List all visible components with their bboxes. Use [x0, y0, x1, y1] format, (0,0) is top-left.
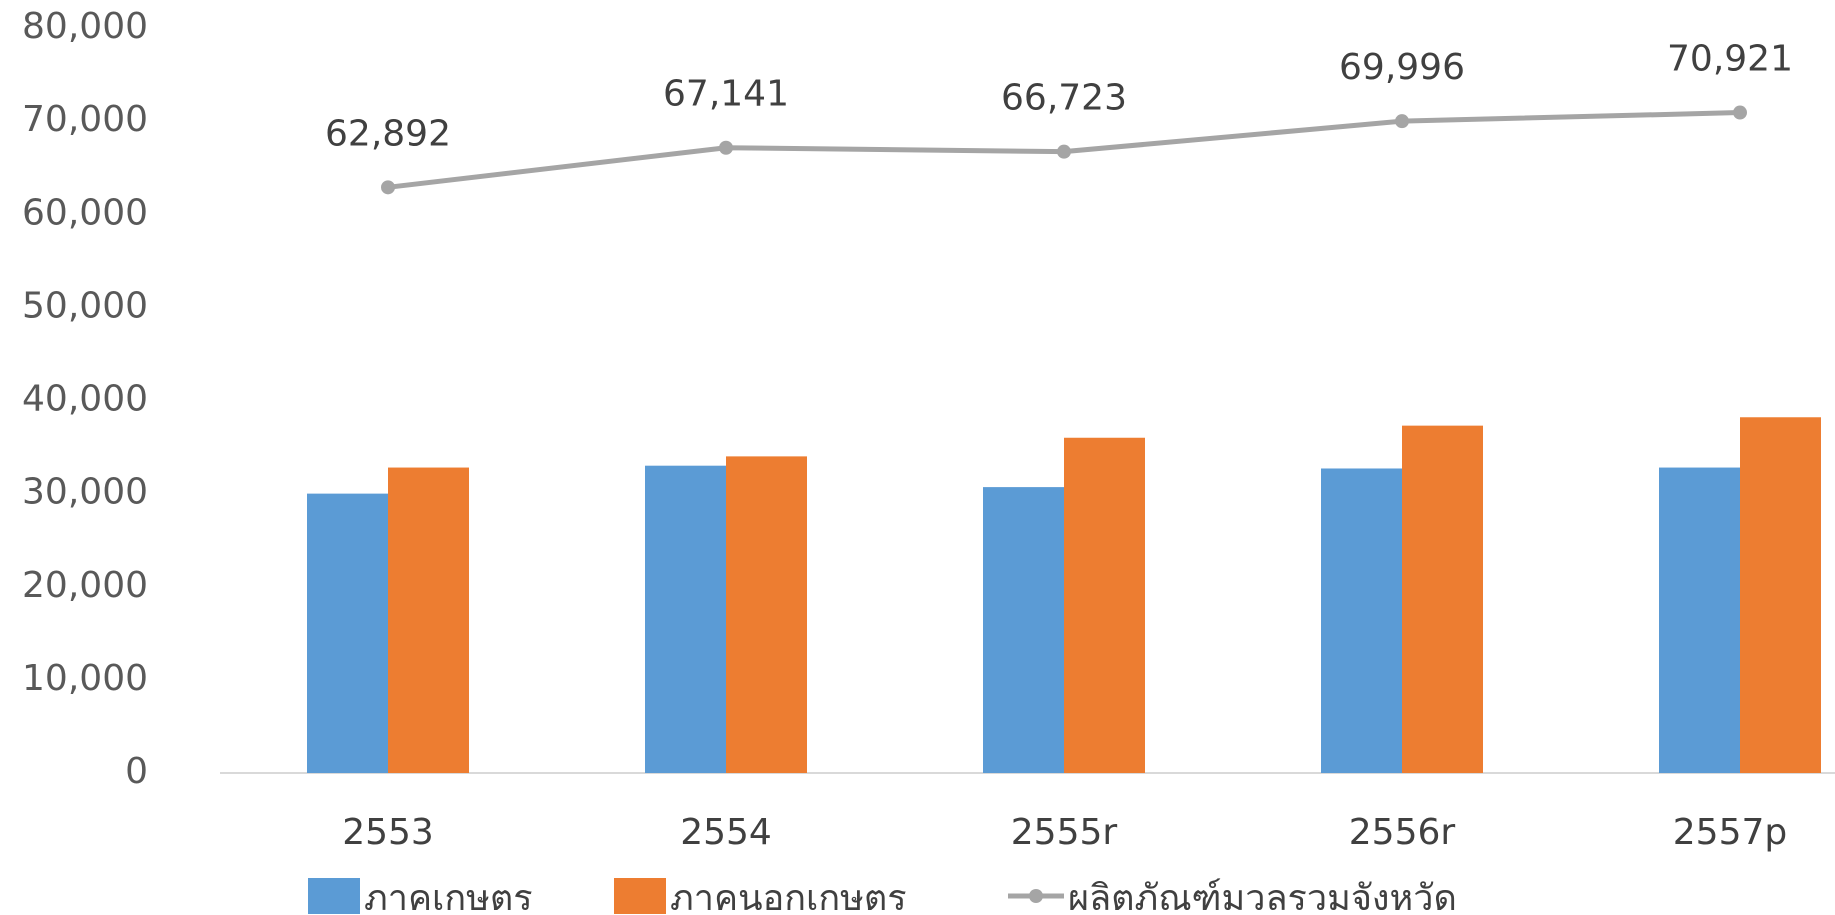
- bars: [307, 417, 1821, 773]
- bar-agri-2553: [307, 493, 388, 773]
- x-tick-label: 2555r: [1011, 812, 1118, 853]
- y-tick-label: 60,000: [22, 192, 148, 233]
- y-tick-label: 20,000: [22, 565, 148, 606]
- bar-nonagri-2553: [388, 467, 469, 773]
- gpp-data-label: 69,996: [1339, 47, 1465, 88]
- x-tick-label: 2556r: [1349, 812, 1456, 853]
- x-axis: 2553 2554 2555r 2556r 2557p: [342, 812, 1787, 853]
- legend-label-agri: ภาคเกษตร: [364, 878, 533, 915]
- bar-agri-2556r: [1321, 468, 1402, 773]
- legend-swatch-nonagri: [614, 878, 666, 914]
- bar-agri-2555r: [983, 487, 1064, 773]
- gpp-point-2553: [381, 180, 395, 195]
- bar-nonagri-2554: [726, 456, 807, 773]
- y-tick-label: 70,000: [22, 99, 148, 140]
- gpp-point-2554: [719, 140, 733, 155]
- gpp-point-2555r: [1057, 144, 1071, 159]
- bar-agri-2554: [645, 465, 726, 773]
- legend: ภาคเกษตร ภาคนอกเกษตร ผลิตภัณฑ์มวลรวมจังหวั…: [308, 878, 1457, 915]
- legend-label-nonagri: ภาคนอกเกษตร: [670, 878, 907, 915]
- gpp-point-2557p: [1733, 105, 1747, 120]
- y-tick-label: 10,000: [22, 658, 148, 699]
- bar-agri-2557p: [1659, 467, 1740, 773]
- y-tick-label: 40,000: [22, 379, 148, 420]
- x-tick-label: 2553: [342, 812, 434, 853]
- x-tick-label: 2557p: [1673, 812, 1787, 853]
- y-tick-label: 0: [125, 751, 148, 792]
- bar-nonagri-2555r: [1064, 437, 1145, 773]
- bar-nonagri-2556r: [1402, 425, 1483, 773]
- legend-label-gpp: ผลิตภัณฑ์มวลรวมจังหวัด: [1068, 878, 1457, 915]
- y-axis: 0 10,000 20,000 30,000 40,000 50,000 60,000 70,…: [22, 6, 148, 792]
- gpp-data-label: 70,921: [1667, 39, 1793, 80]
- x-tick-label: 2554: [680, 812, 772, 853]
- gpp-data-label: 62,892: [325, 113, 451, 154]
- y-tick-label: 30,000: [22, 472, 148, 513]
- gpp-data-label: 67,141: [663, 74, 789, 115]
- legend-swatch-agri: [308, 878, 360, 914]
- bar-nonagri-2557p: [1740, 417, 1821, 773]
- line-series: 62,892 67,141 66,723 69,996 70,921: [325, 39, 1793, 195]
- gpp-data-label: 66,723: [1001, 78, 1127, 119]
- y-tick-label: 50,000: [22, 285, 148, 326]
- gpp-point-2556r: [1395, 114, 1409, 129]
- y-tick-label: 80,000: [22, 6, 148, 47]
- legend-swatch-gpp-marker: [1029, 889, 1043, 903]
